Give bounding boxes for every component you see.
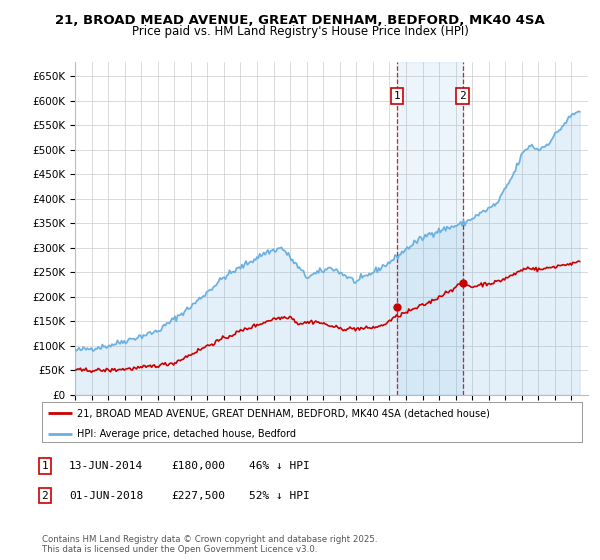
Text: 52% ↓ HPI: 52% ↓ HPI (249, 491, 310, 501)
Text: 1: 1 (394, 91, 400, 101)
Text: 13-JUN-2014: 13-JUN-2014 (69, 461, 143, 471)
Text: 1: 1 (41, 461, 49, 471)
Text: Contains HM Land Registry data © Crown copyright and database right 2025.
This d: Contains HM Land Registry data © Crown c… (42, 535, 377, 554)
Text: £180,000: £180,000 (171, 461, 225, 471)
Bar (397, 62, 463, 395)
Text: 21, BROAD MEAD AVENUE, GREAT DENHAM, BEDFORD, MK40 4SA: 21, BROAD MEAD AVENUE, GREAT DENHAM, BED… (55, 14, 545, 27)
Text: 2: 2 (459, 91, 466, 101)
Text: 21, BROAD MEAD AVENUE, GREAT DENHAM, BEDFORD, MK40 4SA (detached house): 21, BROAD MEAD AVENUE, GREAT DENHAM, BED… (77, 408, 490, 418)
Text: 01-JUN-2018: 01-JUN-2018 (69, 491, 143, 501)
Text: £227,500: £227,500 (171, 491, 225, 501)
Text: 2: 2 (41, 491, 49, 501)
Text: 46% ↓ HPI: 46% ↓ HPI (249, 461, 310, 471)
Text: Price paid vs. HM Land Registry's House Price Index (HPI): Price paid vs. HM Land Registry's House … (131, 25, 469, 38)
Text: HPI: Average price, detached house, Bedford: HPI: Average price, detached house, Bedf… (77, 428, 296, 438)
